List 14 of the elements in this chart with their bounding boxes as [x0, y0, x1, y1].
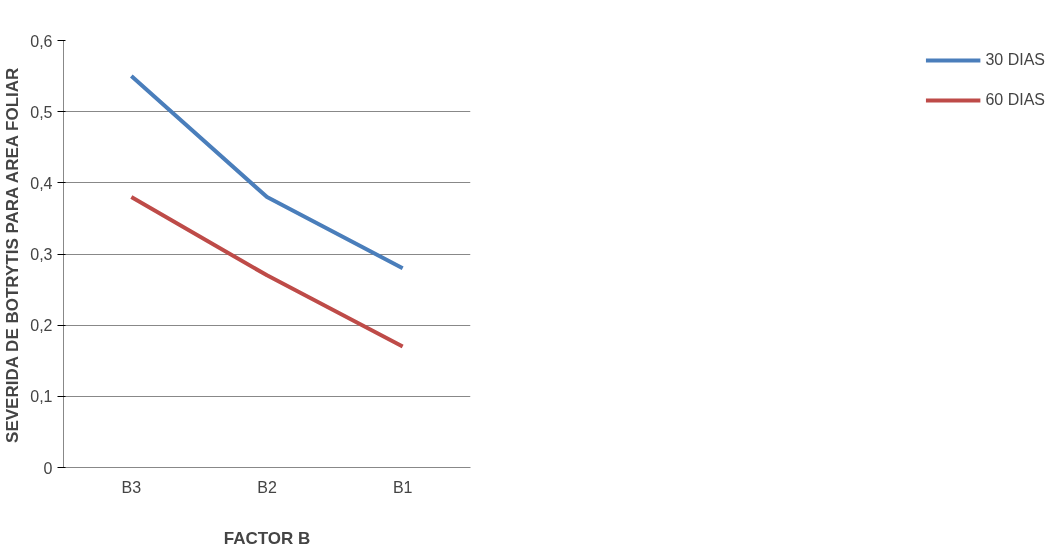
x-tick-label: B3 [121, 478, 142, 496]
x-tick-label: B1 [392, 478, 413, 496]
y-tick-label: 0,4 [30, 174, 53, 192]
y-tick-label: 0,1 [30, 388, 53, 406]
legend-label: 30 DIAS [985, 51, 1045, 69]
y-tick-label: 0,2 [30, 317, 53, 335]
y-tick-label: 0 [43, 459, 53, 477]
x-tick-label: B2 [257, 478, 277, 496]
legend-label: 60 DIAS [985, 91, 1045, 109]
y-tick-label: 0,6 [30, 32, 53, 50]
x-axis-title: FACTOR B [223, 528, 311, 548]
y-tick-label: 0,5 [30, 103, 53, 121]
y-axis-title: SEVERIDA DE BOTRYTIS PARA AREA FOLIAR [3, 67, 23, 443]
y-tick-label: 0,3 [30, 246, 53, 263]
